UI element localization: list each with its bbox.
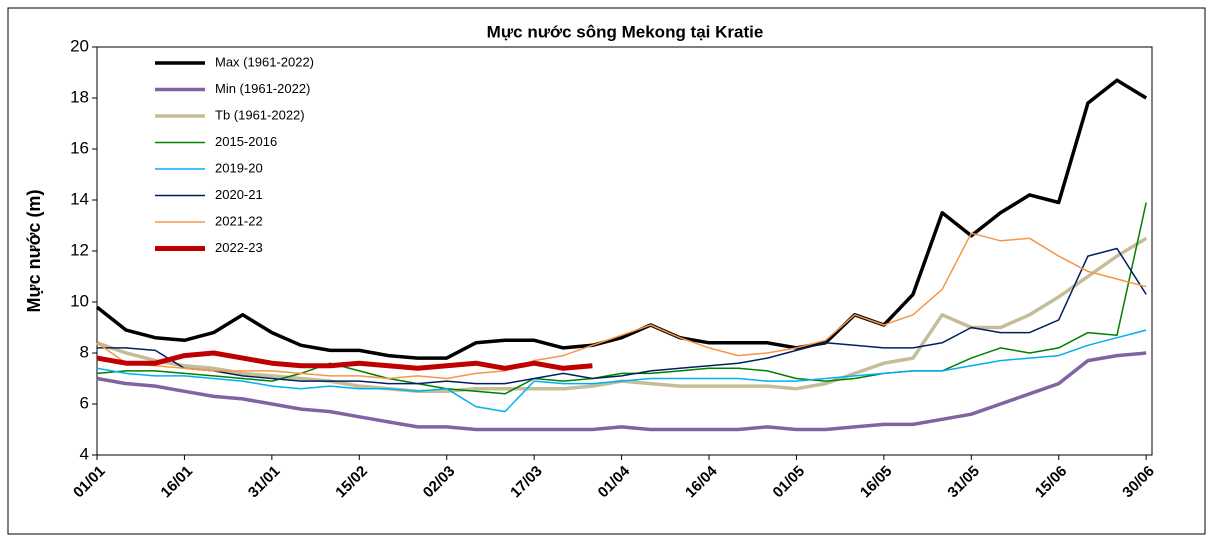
- y-axis-label: Mực nước (m): [24, 190, 44, 313]
- y-tick-label: 14: [70, 189, 89, 208]
- series-line: [96, 232, 1147, 380]
- series-line: [96, 329, 1147, 413]
- legend-label: 2022-23: [215, 240, 263, 255]
- legend-label: Tb (1961-2022): [215, 107, 305, 122]
- y-tick-label: 18: [70, 87, 89, 106]
- chart-frame: [7, 7, 1206, 535]
- legend-label: 2019-20: [215, 160, 263, 175]
- y-tick-label: 8: [80, 342, 89, 361]
- y-tick-label: 4: [80, 444, 89, 463]
- y-tick-label: 16: [70, 138, 89, 157]
- legend-label: 2015-2016: [215, 134, 277, 149]
- legend-label: Min (1961-2022): [215, 81, 310, 96]
- series-line: [95, 78, 1148, 360]
- y-tick-label: 20: [70, 36, 89, 55]
- series-line: [96, 351, 1147, 432]
- series-line: [96, 350, 593, 371]
- legend-label: Max (1961-2022): [215, 54, 314, 69]
- y-tick-label: 10: [70, 291, 89, 310]
- legend-label: 2020-21: [215, 187, 263, 202]
- y-tick-label: 12: [70, 240, 89, 259]
- y-tick-label: 6: [80, 393, 89, 412]
- chart-title: Mực nước sông Mekong tại Kratie: [487, 22, 764, 41]
- series-line: [97, 247, 1147, 385]
- legend-label: 2021-22: [215, 213, 263, 228]
- series-line: [96, 202, 1147, 395]
